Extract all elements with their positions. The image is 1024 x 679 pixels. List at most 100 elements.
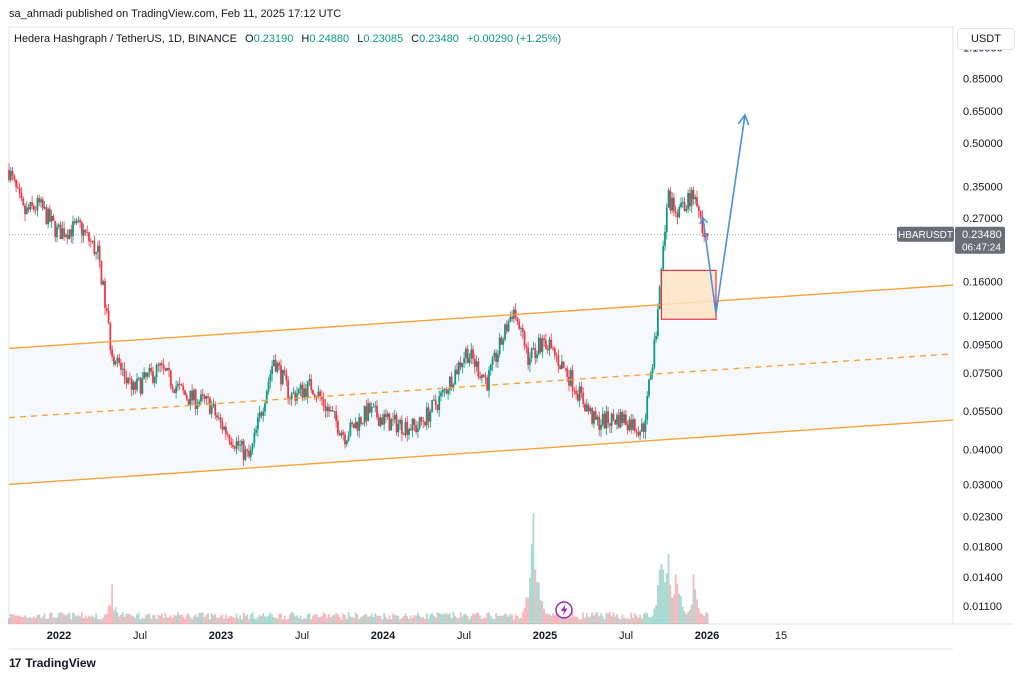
volume-bar [608,612,611,624]
candle-body [276,363,279,372]
volume-bar [271,614,274,624]
candle-body [379,417,382,427]
volume-bar [9,613,12,624]
candle-body [473,358,476,367]
volume-bar [472,613,474,624]
candle-body [589,408,592,412]
candle-body [86,232,89,233]
candle-body [233,446,236,449]
volume-bar [285,619,288,624]
candle-body [335,411,338,421]
volume-bar [111,584,114,624]
volume-bar [251,612,254,624]
candle-body [91,240,94,242]
volume-bar [272,617,275,624]
demand-zone[interactable] [660,269,717,320]
channel-upper-line[interactable] [8,284,954,350]
candle-body [80,222,83,236]
candle-body [278,363,281,366]
volume-bar [383,613,386,624]
candle-body [255,429,258,433]
candle-body [184,390,186,396]
candle-body [576,393,579,401]
candle-body [25,207,28,215]
volume-bar [699,613,702,624]
volume-bar [349,616,352,624]
volume-bar [537,582,540,624]
projection-path[interactable] [699,113,750,314]
candle-body [340,432,343,436]
volume-bar [598,616,601,624]
volume-bar [351,617,354,624]
price-channel[interactable] [8,284,954,486]
volume-bar [532,513,535,624]
candle-body [411,418,414,431]
candle-body [248,450,250,457]
candle-body [253,432,256,444]
candle-body [514,309,517,318]
candle-body [111,349,114,357]
candle-body [205,396,208,399]
volume-bar [116,612,119,624]
volume-bar [160,613,163,624]
candle-body [699,211,702,217]
candle-body [11,170,14,176]
volume-bar [573,616,576,624]
volume-bar [25,617,28,624]
candle-body [457,362,460,375]
candle-body [553,348,556,355]
volume-bar [438,613,441,624]
volume-bar [283,615,286,624]
volume-bar [651,615,654,624]
volume-bar [388,615,391,624]
candle-body [210,406,213,414]
currency-unit-button[interactable]: USDT [957,28,1015,50]
candle-body [706,233,709,236]
volume-bar [475,613,478,624]
volume-bar [480,618,483,624]
volume-bar [591,612,594,624]
candle-body [680,202,682,208]
candle-body [40,199,42,203]
volume-bar [352,617,355,624]
volume-bar [219,615,222,624]
candle-body [404,421,407,435]
candle-body [459,362,462,368]
lightning-icon[interactable] [555,601,573,619]
volume-bar [623,617,626,624]
price-axis-ticks: 1.100000.850000.650000.500000.350000.270… [963,42,1003,613]
volume-bar [205,614,208,624]
volume-bar [84,615,87,624]
time-tick-label: Jul [295,630,309,642]
channel-lower-line[interactable] [8,419,954,486]
volume-bar [523,607,526,624]
volume-bar [434,617,437,624]
volume-bar [425,613,428,624]
volume-bar [488,612,490,624]
volume-bar [690,604,693,624]
volume-bar [372,616,375,624]
volume-bar [607,613,610,624]
volume-bar [580,619,583,624]
volume-bar [356,614,359,624]
candle-body [173,389,176,393]
projection-line[interactable] [702,114,746,314]
candle-body [132,382,135,390]
candle-body [635,430,638,432]
volume-bar [468,619,471,624]
demand-zone-box[interactable] [660,269,717,320]
candle-body [628,419,631,431]
candle-body [456,369,458,375]
candle-body [633,419,636,431]
symbol-title[interactable]: Hedera Hashgraph / TetherUS, 1D, BINANCE [14,33,237,45]
volume-bar [559,616,562,624]
candle-body [406,421,409,435]
candle-body [43,207,46,209]
tradingview-brand[interactable]: 17 TradingView [9,656,96,670]
candle-body [246,449,249,451]
volume-bar [507,616,510,624]
channel-middle-line[interactable] [8,353,954,419]
volume-bar [208,619,211,624]
candle-body [356,421,359,431]
candle-body [73,221,76,224]
